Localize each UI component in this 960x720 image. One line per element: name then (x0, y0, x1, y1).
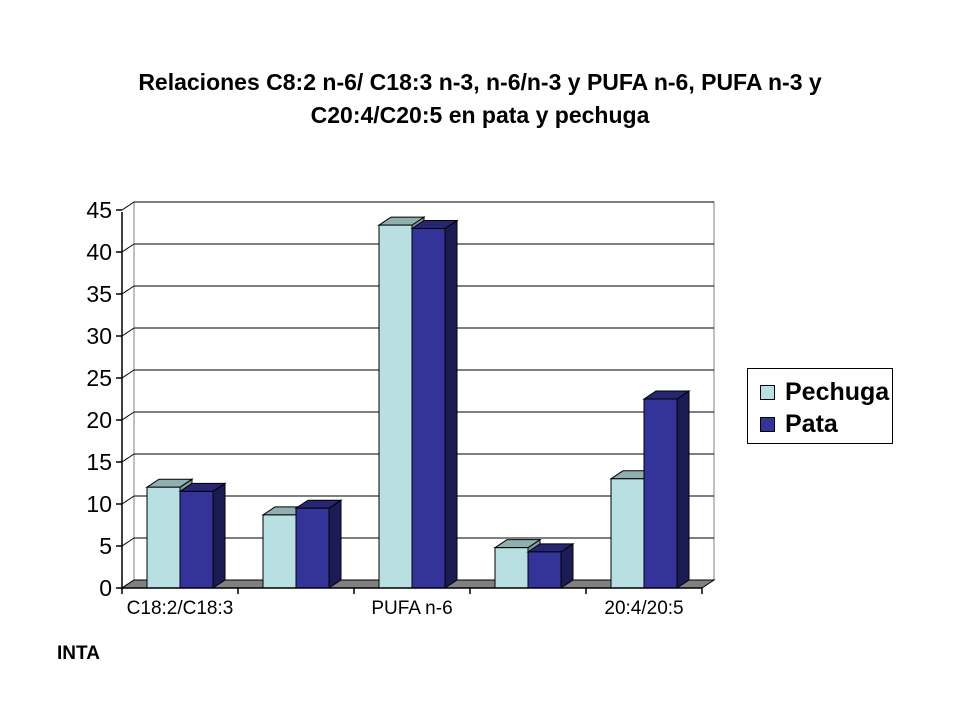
grid-side-2 (121, 495, 135, 505)
grid-side-1 (121, 537, 135, 547)
grid-side-4 (121, 411, 135, 421)
grid-side-6 (121, 327, 135, 337)
y-tick-label-9: 45 (86, 197, 112, 223)
x-tick-label-0: C18:2/C18:3 (127, 598, 234, 619)
y-tick-label-4: 20 (86, 407, 112, 433)
legend-label-pechuga: Pechuga (785, 377, 890, 406)
y-tick-label-0: 0 (99, 575, 112, 601)
y-tick-label-5: 25 (86, 365, 112, 391)
legend-item-pechuga: Pechuga (760, 377, 889, 407)
x-tick-label-4: 20:4/20:5 (604, 598, 683, 619)
bar-pata-4 (642, 390, 691, 589)
y-tick-label-2: 10 (86, 491, 112, 517)
chart-title-line-1: Relaciones C8:2 n-6/ C18:3 n-3, n-6/n-3 … (138, 69, 822, 95)
grid-side-9 (121, 201, 135, 211)
x-tick-label-2: PUFA n-6 (371, 598, 452, 619)
grid-side-5 (121, 369, 135, 379)
bar-pata-2 (410, 219, 459, 589)
y-tick-label-7: 35 (86, 281, 112, 307)
bar-pata-3 (526, 542, 575, 589)
y-tick-label-3: 15 (86, 449, 112, 475)
grid-side-7 (121, 285, 135, 295)
grid-side-3 (121, 453, 135, 463)
legend-swatch-pechuga (760, 384, 775, 400)
axis-layer: 0 5 10 15 20 25 30 35 40 45 C18:2/C18:3 PUFA n-6 20:… (86, 197, 703, 619)
legend-swatch-pata (760, 416, 775, 432)
legend: Pechuga Pata (747, 368, 893, 444)
footer-label: INTA (57, 643, 100, 664)
chart-title-line-2: C20:4/C20:5 en pata y pechuga (310, 102, 650, 128)
legend-label-pata: Pata (785, 409, 838, 438)
legend-item-pata: Pata (760, 409, 838, 439)
bar-pata-1 (294, 499, 343, 589)
chart-title: Relaciones C8:2 n-6/ C18:3 n-3, n-6/n-3 … (40, 66, 920, 132)
y-tick-label-8: 40 (86, 239, 112, 265)
bar-pata-0 (178, 482, 227, 589)
y-tick-label-1: 5 (99, 533, 112, 559)
bar-layer (145, 216, 691, 589)
y-tick-label-6: 30 (86, 323, 112, 349)
grid-side-8 (121, 243, 135, 253)
